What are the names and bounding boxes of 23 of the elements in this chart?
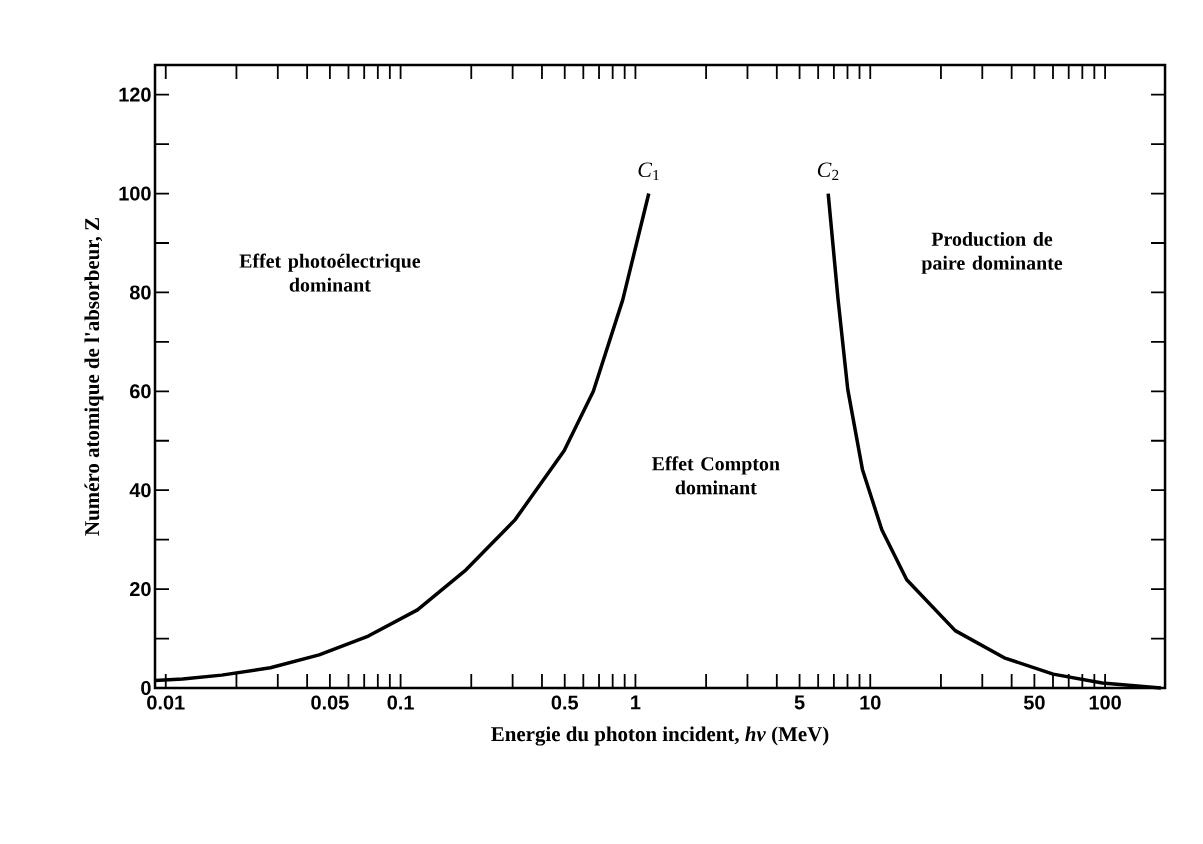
- x-tick-label: 10: [860, 695, 881, 710]
- x-tick-label: 5: [794, 695, 805, 710]
- series-label: C$_{2}$: [817, 162, 839, 181]
- x-tick-label: 0.1: [387, 695, 414, 710]
- y-tick-label: 120: [119, 87, 151, 102]
- y-tick-label: 100: [119, 186, 151, 201]
- x-tick-label: 0.05: [311, 695, 349, 710]
- y-tick-label: 80: [129, 285, 151, 300]
- series-label: C$_{1}$: [638, 162, 659, 181]
- y-tick-label: 0: [141, 680, 151, 696]
- y-tick-label: 20: [130, 582, 151, 597]
- x-tick-label: 50: [1023, 695, 1045, 710]
- annotation: Production de paire dominante: [921, 231, 1063, 274]
- x-tick-label: 0.01: [147, 695, 185, 710]
- x-tick-label: 100: [1089, 695, 1121, 710]
- y-tick-label: 40: [129, 483, 151, 498]
- annotation: Effet Compton dominant: [651, 456, 780, 495]
- x-axis-title: Energie du photon incident, hν (MeV): [491, 726, 829, 746]
- y-tick-label: 60: [130, 384, 151, 399]
- x-tick-label: 0.5: [551, 695, 579, 710]
- annotation: Effet photoélectrique dominant: [239, 253, 421, 292]
- x-tick-label: 1: [631, 695, 641, 710]
- y-axis-title: Numéro atomique de l'absorbeur, Z: [84, 218, 104, 536]
